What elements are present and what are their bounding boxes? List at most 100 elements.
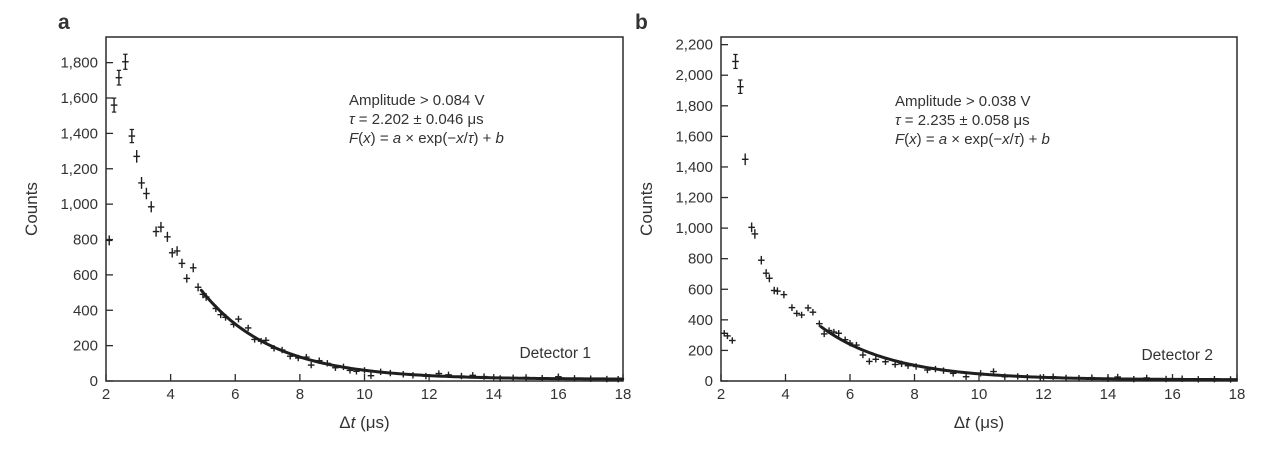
data-point xyxy=(315,357,323,364)
data-point xyxy=(346,367,354,374)
data-point xyxy=(793,310,801,317)
data-point xyxy=(1014,373,1021,380)
y-tick-label: 400 xyxy=(73,302,98,319)
data-point xyxy=(244,324,252,332)
data-point xyxy=(1143,374,1150,382)
annotation-line: F(x) = a × exp(−x/τ) + b xyxy=(895,131,1050,148)
data-point xyxy=(133,150,140,163)
data-point xyxy=(614,376,622,383)
data-point xyxy=(147,201,155,213)
data-point xyxy=(105,235,113,246)
data-point xyxy=(183,274,191,283)
data-point xyxy=(202,293,210,301)
data-point xyxy=(762,269,770,278)
data-point xyxy=(458,372,465,380)
x-tick-label: 18 xyxy=(615,386,632,403)
data-point xyxy=(422,372,430,380)
data-point xyxy=(445,371,452,379)
y-tick-label: 1,600 xyxy=(675,128,713,145)
data-point xyxy=(1049,373,1057,380)
data-point xyxy=(294,354,302,362)
x-tick-label: 6 xyxy=(846,386,854,403)
panel-letter-a: a xyxy=(58,11,70,34)
x-tick-label: 4 xyxy=(781,386,789,403)
data-point xyxy=(122,53,129,70)
x-tick-label: 8 xyxy=(296,386,304,403)
data-point xyxy=(217,311,225,319)
data-point xyxy=(251,336,258,343)
data-point xyxy=(809,308,817,316)
y-tick-label: 800 xyxy=(73,232,98,249)
data-point xyxy=(168,248,176,258)
data-point xyxy=(522,374,530,381)
x-tick-label: 14 xyxy=(1100,386,1117,403)
data-point xyxy=(1130,375,1138,383)
y-tick-label: 0 xyxy=(90,373,98,390)
x-tick-label: 16 xyxy=(550,386,567,403)
data-point xyxy=(820,330,828,338)
data-point xyxy=(962,373,970,380)
data-point xyxy=(1178,375,1186,382)
annotation-line: τ = 2.202 ± 0.046 μs xyxy=(349,111,484,128)
data-point xyxy=(1075,375,1083,382)
data-point xyxy=(1211,375,1218,383)
x-tick-label: 18 xyxy=(1229,386,1246,403)
x-tick-label: 2 xyxy=(717,386,725,403)
data-point xyxy=(1162,375,1170,383)
data-point xyxy=(846,339,854,347)
panel-a: a 2 4 6 8 10 12 14 16 18 0 200 400 600 800 1,000 1,200 1,… xyxy=(22,11,631,432)
x-axis-label: Δt (μs) xyxy=(339,413,389,432)
y-tick-label: 2,000 xyxy=(675,67,713,84)
data-point xyxy=(853,341,860,349)
data-point xyxy=(1227,376,1234,383)
annotation-line: Amplitude > 0.038 V xyxy=(895,93,1031,110)
data-point xyxy=(164,231,171,242)
y-tick-label: 1,200 xyxy=(675,190,713,207)
data-point xyxy=(912,363,920,370)
data-point xyxy=(409,372,417,379)
y-tick-label: 1,000 xyxy=(60,196,98,213)
data-point xyxy=(788,304,796,311)
data-point xyxy=(841,336,849,343)
data-point xyxy=(469,372,477,379)
y-tick-label: 1,800 xyxy=(60,55,98,72)
data-point xyxy=(115,69,123,86)
data-point xyxy=(741,153,749,166)
data-point xyxy=(587,375,594,382)
x-tick-label: 4 xyxy=(166,386,174,403)
data-point xyxy=(340,363,347,371)
data-point xyxy=(1001,373,1009,380)
data-point xyxy=(1088,374,1096,381)
data-point xyxy=(138,176,145,189)
data-point xyxy=(1062,374,1070,382)
data-point xyxy=(286,353,294,360)
data-point xyxy=(949,370,957,377)
y-tick-label: 600 xyxy=(73,267,98,284)
data-point xyxy=(367,372,375,379)
data-point xyxy=(332,364,339,371)
annotation-line: Amplitude > 0.084 V xyxy=(349,92,485,109)
data-point xyxy=(110,97,118,113)
x-tick-label: 8 xyxy=(910,386,918,403)
data-point xyxy=(235,315,242,323)
data-point xyxy=(780,290,788,299)
data-point xyxy=(940,367,947,374)
data-point xyxy=(361,367,368,374)
y-tick-label: 0 xyxy=(705,373,713,390)
y-tick-label: 1,600 xyxy=(60,90,98,107)
plot-box xyxy=(105,36,624,382)
data-point xyxy=(509,374,517,382)
data-point xyxy=(257,338,265,345)
data-point xyxy=(399,371,407,378)
y-tick-label: 1,800 xyxy=(675,98,713,115)
x-tick-label: 16 xyxy=(1164,386,1181,403)
data-point xyxy=(353,368,360,375)
data-point xyxy=(891,361,899,368)
data-point xyxy=(904,362,912,369)
x-tick-label: 14 xyxy=(485,386,502,403)
y-tick-label: 400 xyxy=(688,312,713,329)
data-point xyxy=(278,346,286,354)
data-point xyxy=(571,375,578,382)
data-point xyxy=(222,313,229,321)
